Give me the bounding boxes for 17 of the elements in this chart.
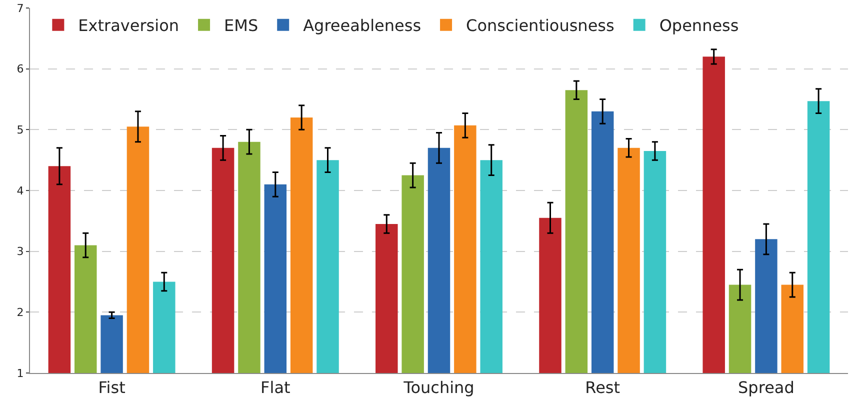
x-tick-label: Touching xyxy=(402,378,474,398)
legend-label: Conscientiousness xyxy=(466,16,614,36)
y-tick-label: 2 xyxy=(16,306,24,320)
legend-label: Agreeableness xyxy=(303,16,422,36)
y-tick-label: 6 xyxy=(16,62,24,76)
x-tick-label: Flat xyxy=(260,378,290,398)
y-tick-label: 4 xyxy=(16,184,24,198)
legend-label: Extraversion xyxy=(78,16,180,36)
y-tick-label: 3 xyxy=(16,245,24,258)
y-tick-label: 7 xyxy=(16,2,24,15)
legend-label: Openness xyxy=(659,16,739,36)
x-tick-label: Rest xyxy=(585,378,620,398)
legend-label: EMS xyxy=(224,16,258,36)
x-tick-label: Spread xyxy=(738,378,794,398)
y-tick-label: 1 xyxy=(16,366,24,380)
y-tick-label: 5 xyxy=(16,124,24,137)
x-tick-label: Fist xyxy=(98,378,126,398)
